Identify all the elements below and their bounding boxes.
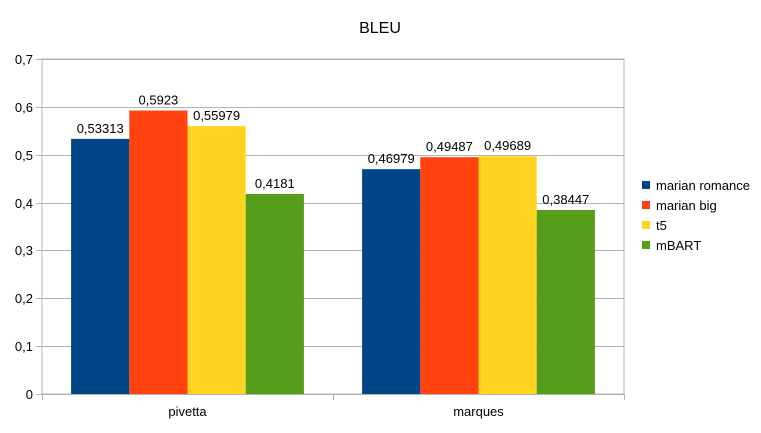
data-label: 0,49487 xyxy=(426,139,473,154)
legend-label: marian big xyxy=(656,198,717,213)
axes: 0 0,1 0,2 0,3 0,4 0,5 0,6 0,7 pivetta marques xyxy=(15,52,625,419)
legend-swatch xyxy=(642,241,650,249)
y-tick-label: 0,7 xyxy=(15,52,33,67)
bar-t5-marques xyxy=(478,156,537,394)
legend-label: t5 xyxy=(656,218,667,233)
data-label: 0,49689 xyxy=(484,138,531,153)
data-label: 0,4181 xyxy=(255,176,295,191)
legend-swatch xyxy=(642,201,650,209)
y-tick-label: 0,5 xyxy=(15,148,33,163)
chart-title: BLEU xyxy=(359,20,401,37)
bar-marian-romance-pivetta xyxy=(71,138,130,394)
legend-swatch xyxy=(642,221,650,229)
bar-marian-big-marques xyxy=(420,157,479,394)
legend-label: marian romance xyxy=(656,178,750,193)
bar-marian-romance-marques xyxy=(362,169,421,394)
data-labels: 0,53313 0,5923 0,55979 0,4181 0,46979 0,49487… xyxy=(77,93,590,207)
data-label: 0,53313 xyxy=(77,121,124,136)
y-tick-label: 0 xyxy=(26,387,33,402)
y-tick-label: 0,3 xyxy=(15,243,33,258)
x-category-label: pivetta xyxy=(168,404,207,419)
legend: marian romance marian big t5 mBART xyxy=(642,178,750,253)
legend-label: mBART xyxy=(656,238,701,253)
data-label: 0,38447 xyxy=(542,192,589,207)
bar-t5-pivetta xyxy=(187,126,246,395)
legend-swatch xyxy=(642,181,650,189)
bars xyxy=(71,110,595,395)
y-tick-label: 0,1 xyxy=(15,339,33,354)
y-tick-label: 0,2 xyxy=(15,291,33,306)
bar-mbart-pivetta xyxy=(245,193,304,394)
bar-marian-big-pivetta xyxy=(129,110,188,394)
data-label: 0,5923 xyxy=(139,93,179,108)
y-tick-label: 0,4 xyxy=(15,196,33,211)
y-tick-label: 0,6 xyxy=(15,100,33,115)
x-category-label: marques xyxy=(453,404,504,419)
bar-mbart-marques xyxy=(536,210,595,394)
data-label: 0,55979 xyxy=(193,108,240,123)
data-label: 0,46979 xyxy=(368,151,415,166)
